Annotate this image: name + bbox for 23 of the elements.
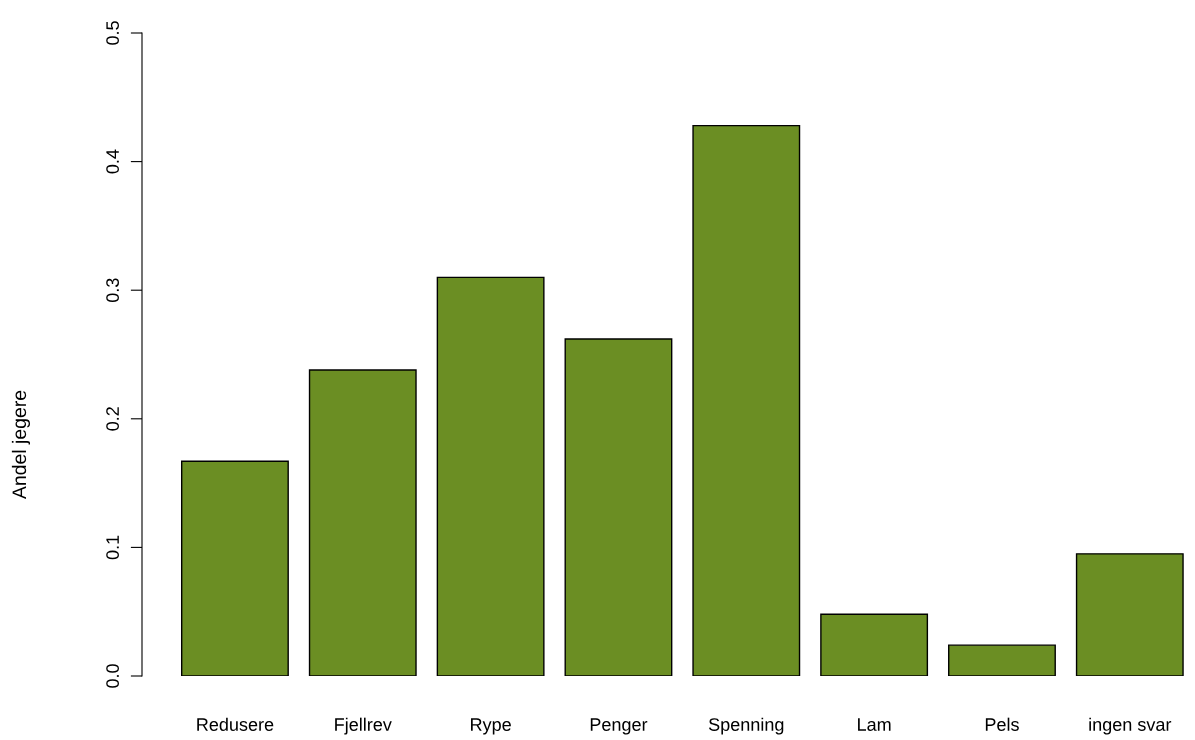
y-tick-label: 0.4 <box>106 149 119 174</box>
bar <box>948 644 1056 676</box>
y-tick-label: 0.2 <box>106 407 119 431</box>
x-tick-label: Rype <box>471 718 511 735</box>
y-tick-label: 0.0 <box>106 664 119 688</box>
y-tick-label: 0.1 <box>106 535 119 560</box>
bar <box>564 338 673 676</box>
x-tick-label: Redusere <box>197 717 274 731</box>
y-axis-title: Andel jegere <box>11 390 30 500</box>
bar <box>308 369 417 676</box>
y-tick-label: 0.5 <box>106 21 119 45</box>
bar <box>820 613 929 676</box>
bar <box>692 124 801 676</box>
x-tick-label: Pels <box>985 717 1019 731</box>
x-tick-label: ingen svar <box>1089 717 1172 735</box>
bar <box>1075 553 1184 676</box>
x-tick-label: Spenning <box>708 717 784 735</box>
y-tick-label: 0.3 <box>106 278 119 303</box>
x-tick-label: Penger <box>590 718 648 735</box>
x-tick-label: Lam <box>858 718 891 731</box>
bar <box>436 276 545 676</box>
bar <box>180 460 289 676</box>
x-tick-label: Fjellrev <box>335 717 392 735</box>
